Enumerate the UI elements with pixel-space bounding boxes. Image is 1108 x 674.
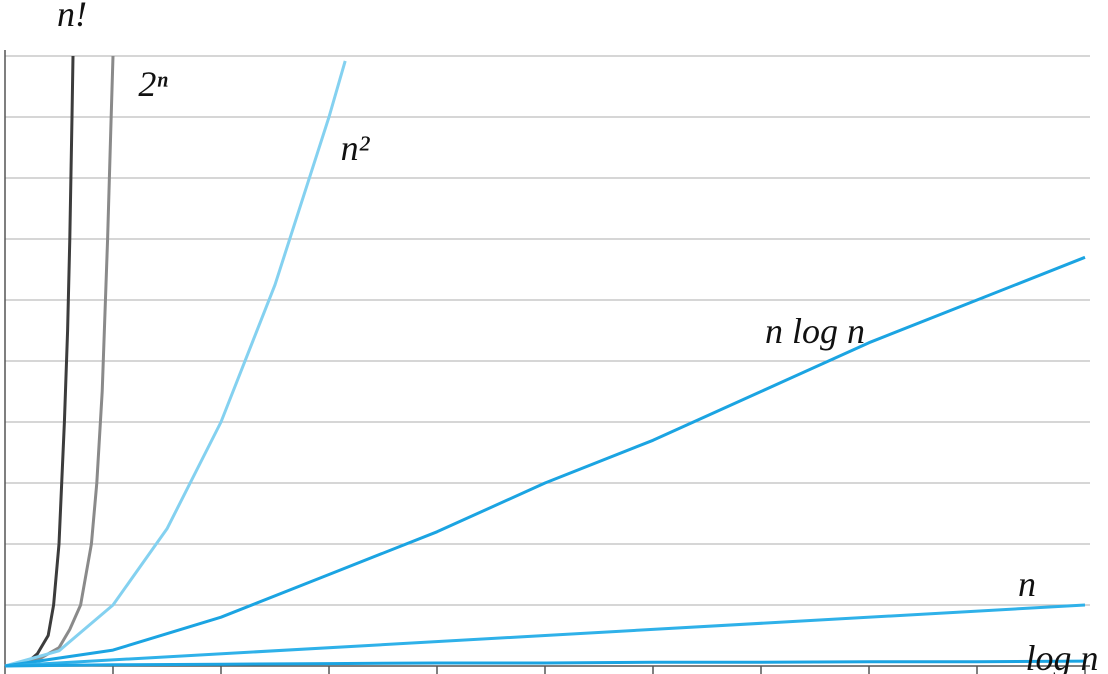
series-line <box>4 659 1086 668</box>
series-line <box>4 60 347 668</box>
series-label: n log n <box>765 311 865 351</box>
series-line <box>4 255 1086 668</box>
series-label: n² <box>341 128 371 168</box>
series-label: log n <box>1025 638 1098 674</box>
series-label: n! <box>57 0 87 34</box>
series-line <box>4 603 1086 668</box>
series-label: 2ⁿ <box>138 64 168 104</box>
series-label: n <box>1018 564 1036 604</box>
